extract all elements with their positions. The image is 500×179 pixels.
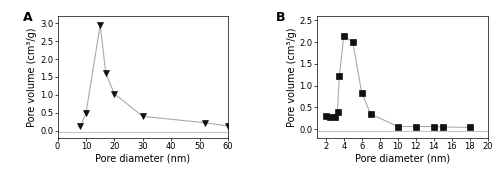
X-axis label: Pore diameter (nm): Pore diameter (nm) xyxy=(96,154,190,164)
X-axis label: Pore diameter (nm): Pore diameter (nm) xyxy=(354,154,450,164)
Y-axis label: Pore volume (cm³/g): Pore volume (cm³/g) xyxy=(28,27,38,127)
Text: B: B xyxy=(276,11,285,24)
Y-axis label: Pore volume (cm³/g): Pore volume (cm³/g) xyxy=(287,27,297,127)
Text: A: A xyxy=(24,11,33,24)
